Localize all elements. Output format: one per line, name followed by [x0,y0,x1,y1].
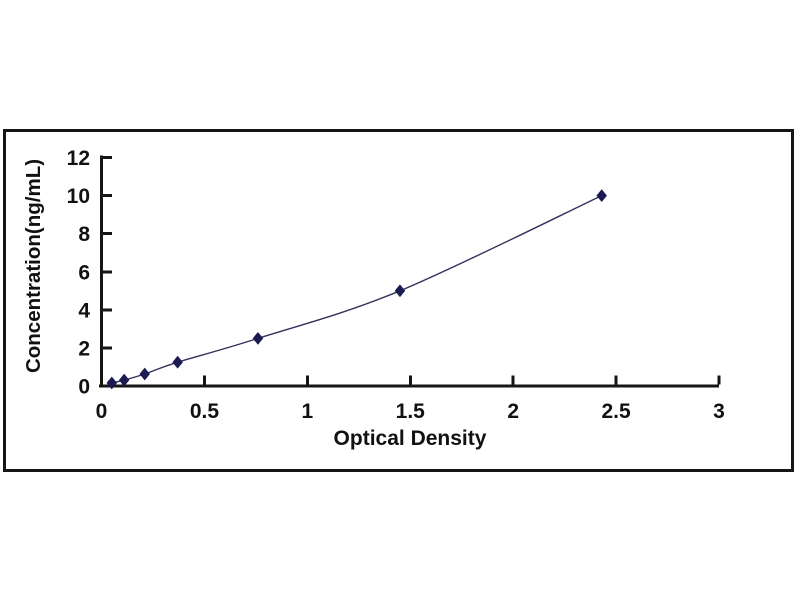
data-point-marker [252,332,264,345]
x-tick-label: 3 [713,400,725,423]
data-point-marker [139,367,150,381]
x-tick-label: 2.5 [601,400,631,423]
axes-layer [99,155,721,388]
data-point-marker [394,284,406,298]
y-tick-label: 8 [78,223,90,246]
y-tick-label: 2 [78,337,90,360]
y-tick-label: 6 [78,261,90,284]
x-tick-label: 2 [507,400,519,423]
series-layer [106,189,607,390]
x-tick-label: 0.5 [190,400,220,423]
y-tick-label: 4 [78,299,90,322]
y-tick-label: 12 [67,147,90,170]
y-axis-title: Concentration(ng/mL) [22,159,45,373]
data-point-marker [596,189,607,202]
y-tick-label: 10 [67,185,90,208]
x-tick-label: 0 [96,400,108,423]
data-point-marker [118,373,130,387]
x-tick-label: 1.5 [396,400,426,423]
x-axis-title: Optical Density [334,427,487,450]
curve-line [111,194,602,384]
x-tick-label: 1 [301,400,313,423]
chart-frame [3,129,794,472]
tick-label-layer: 0 0.5 1 1.5 2 2.5 3 0 2 4 6 8 10 12 [67,147,725,423]
data-point-marker [106,376,118,390]
data-point-marker [172,355,183,369]
y-tick-label: 0 [78,376,90,399]
